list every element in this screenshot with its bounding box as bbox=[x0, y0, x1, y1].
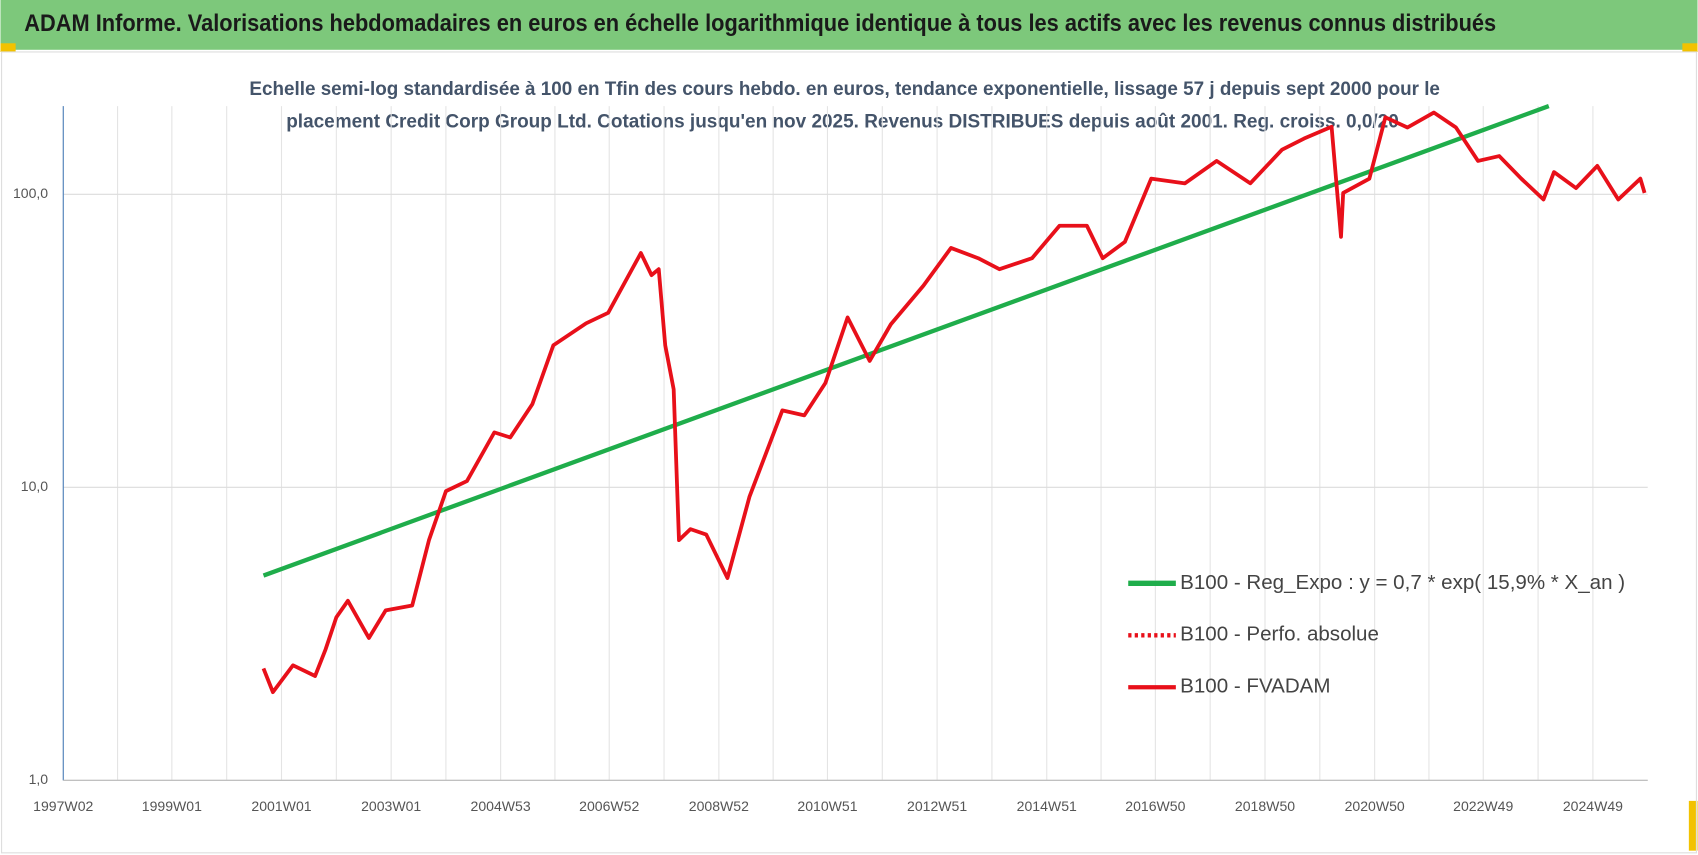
frame bbox=[1, 51, 1697, 854]
legend-label: B100 - FVADAM bbox=[1180, 675, 1330, 698]
series-line bbox=[261, 110, 1647, 695]
x-tick-label: 2003W01 bbox=[361, 798, 421, 814]
x-tick-label: 2006W52 bbox=[579, 798, 639, 814]
legend-label: B100 - Perfo. absolue bbox=[1180, 623, 1379, 646]
x-tick-label: 2012W51 bbox=[907, 798, 967, 814]
y-tick-label: 10,0 bbox=[21, 478, 49, 494]
corner bbox=[0, 43, 16, 52]
x-tick-label: 2004W53 bbox=[471, 798, 531, 814]
title-bar bbox=[0, 0, 1698, 50]
corner bbox=[1682, 43, 1698, 52]
x-tick-label: 2010W51 bbox=[797, 798, 857, 814]
y-tick-label: 1,0 bbox=[29, 771, 49, 787]
x-tick-label: 2014W51 bbox=[1017, 798, 1077, 814]
x-tick-label: 2001W01 bbox=[251, 798, 311, 814]
x-tick-label: 2024W49 bbox=[1563, 798, 1623, 814]
y-tick-label: 100,0 bbox=[13, 185, 48, 201]
x-tick-label: 2018W50 bbox=[1235, 798, 1295, 814]
legend-label: B100 - Reg_Expo : y = 0,7 * exp( 15,9% *… bbox=[1180, 571, 1625, 594]
x-tick-label: 1997W02 bbox=[33, 798, 93, 814]
subtitle: placement Credit Corp Group Ltd. Cotatio… bbox=[286, 110, 1399, 132]
x-tick-label: 2020W50 bbox=[1345, 798, 1405, 814]
series-line bbox=[262, 104, 1550, 578]
corner bbox=[1688, 800, 1698, 851]
subtitle: Echelle semi-log standardisée à 100 en T… bbox=[249, 78, 1440, 100]
x-tick-label: 2008W52 bbox=[689, 798, 749, 814]
x-tick-label: 1999W01 bbox=[142, 798, 202, 814]
x-tick-label: 2022W49 bbox=[1453, 798, 1513, 814]
x-tick-label: 2016W50 bbox=[1125, 798, 1185, 814]
chart-title: ADAM Informe. Valorisations hebdomadaire… bbox=[24, 10, 1496, 37]
